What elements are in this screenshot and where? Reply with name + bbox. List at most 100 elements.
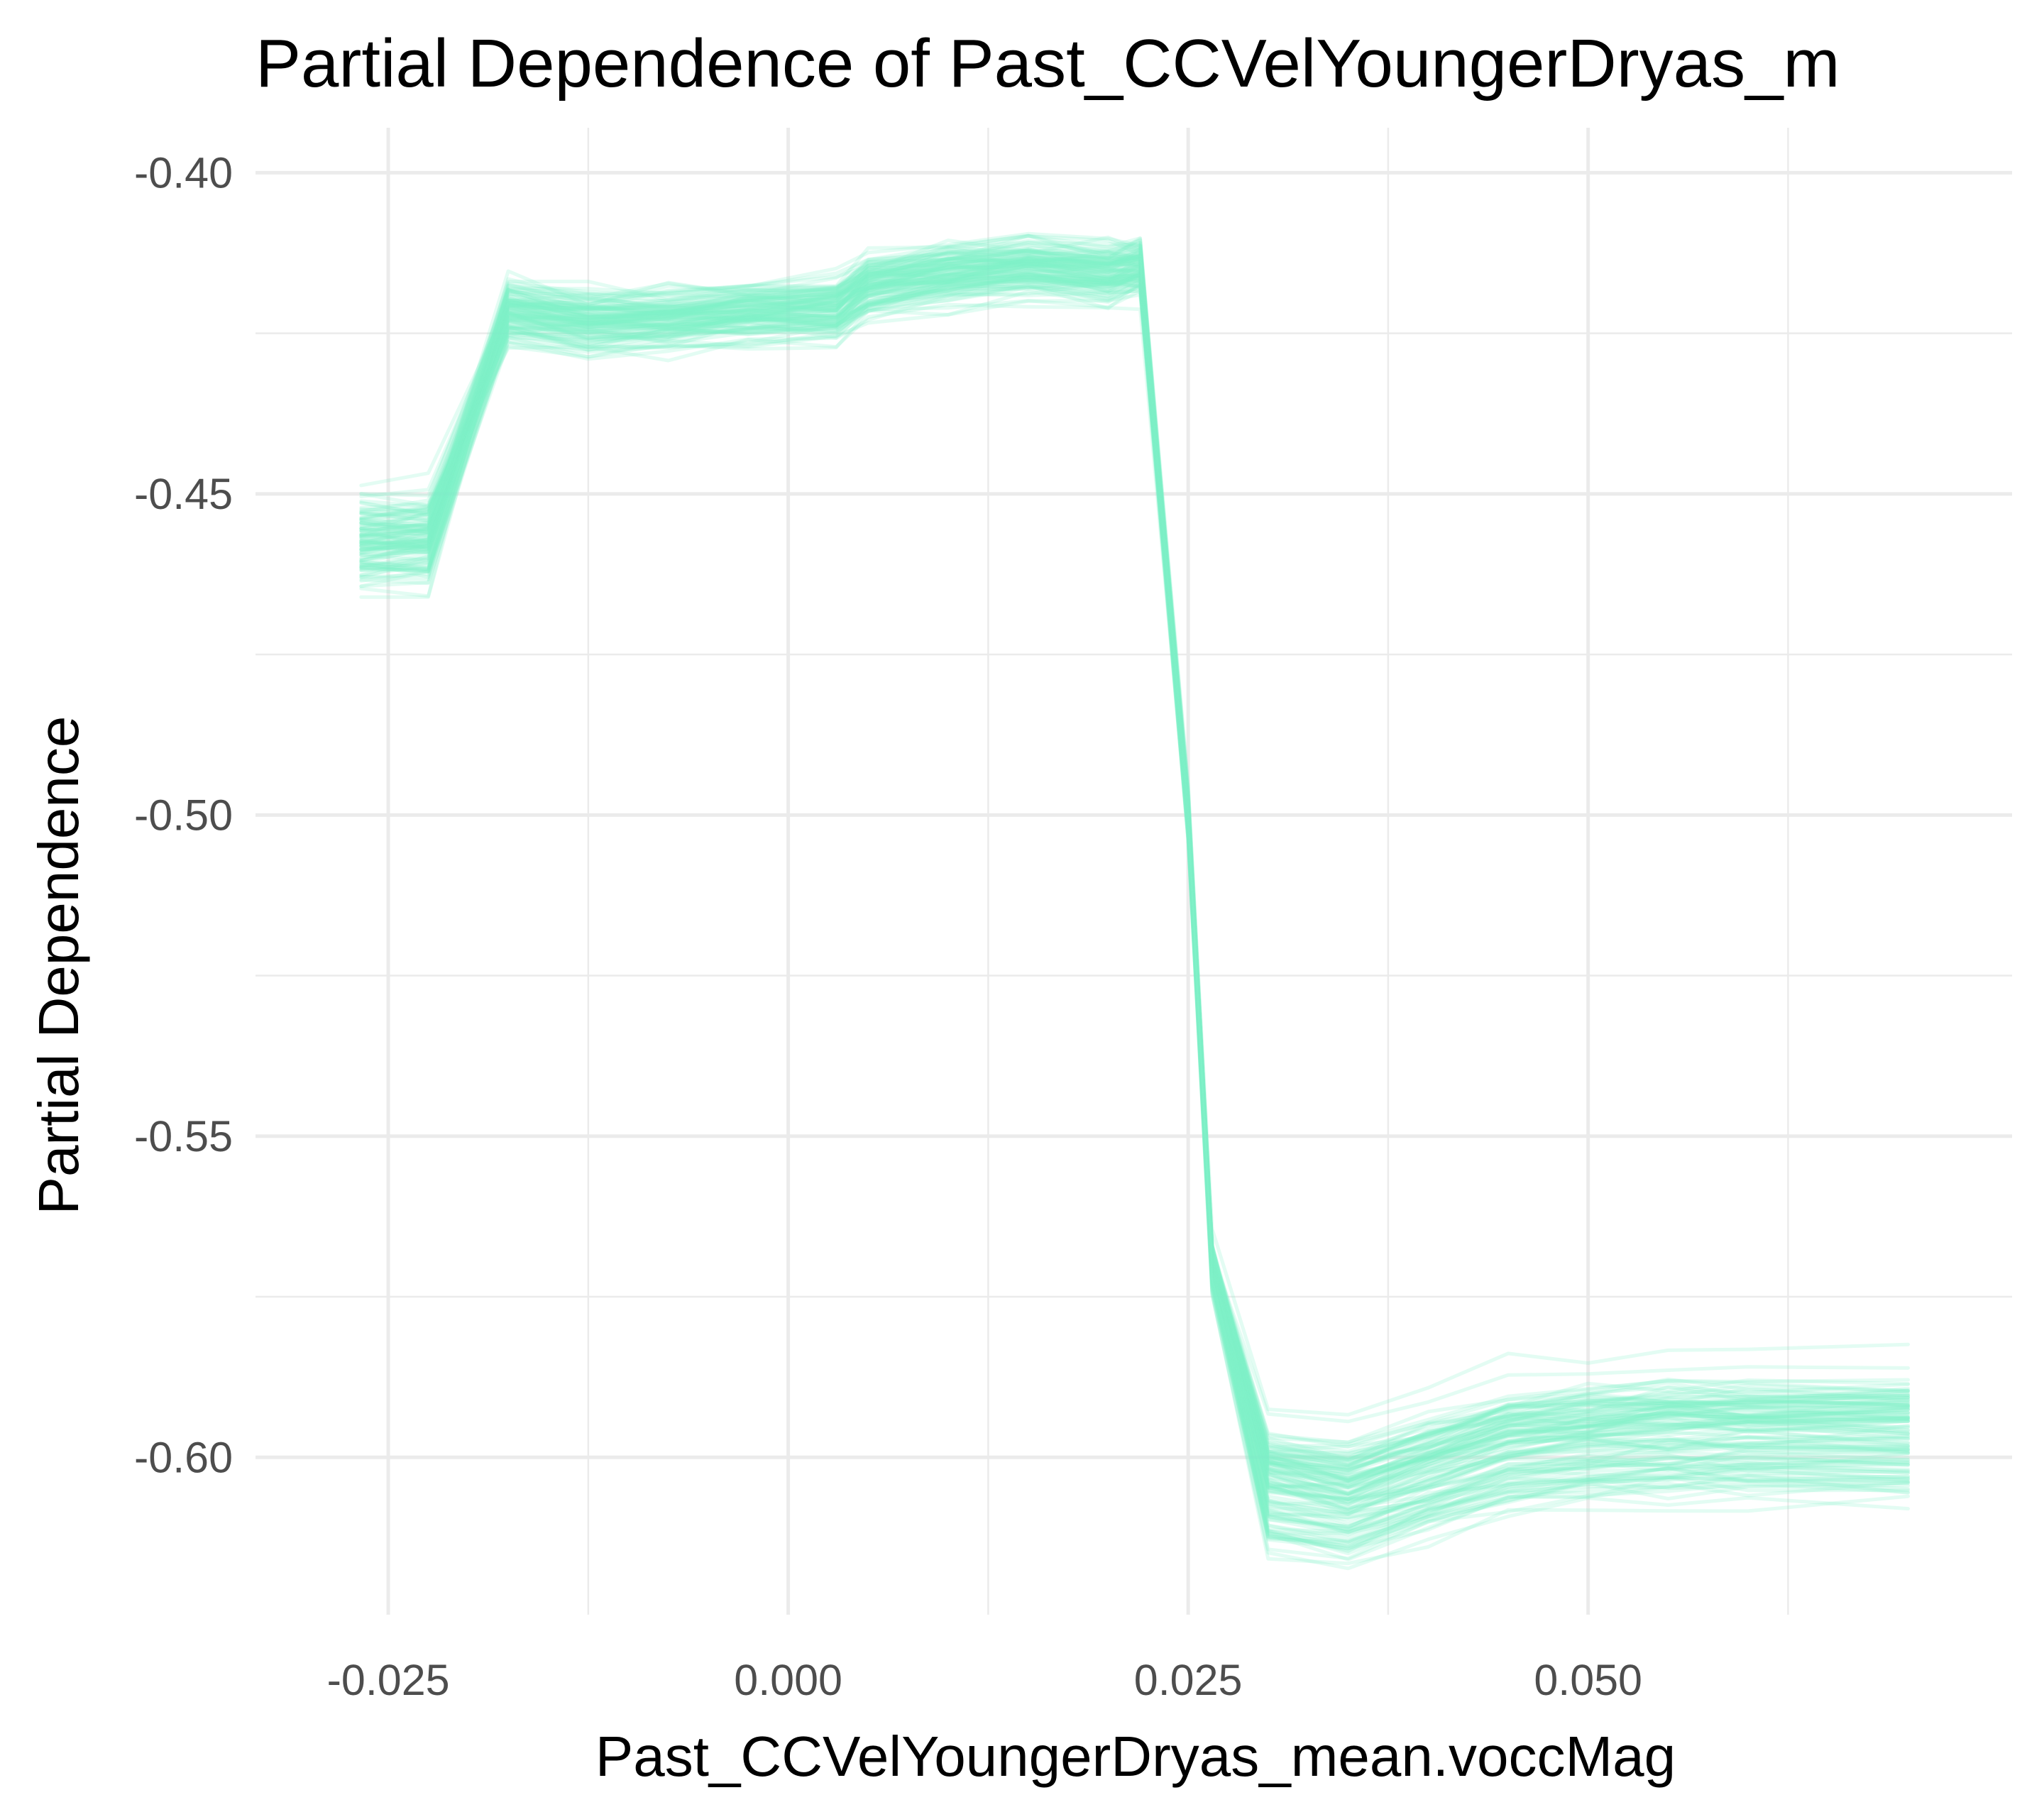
ice-curve [359,263,1910,1468]
y-tick-label: -0.60 [134,1433,233,1481]
ice-curve [359,263,1910,1481]
ice-curve [359,257,1910,1454]
ice-curve [359,264,1910,1483]
ice-curve [359,284,1910,1471]
ice-curve [359,258,1910,1571]
ice-curve [359,266,1910,1496]
ice-curve [359,268,1910,1480]
x-tick-label: 0.000 [734,1656,842,1704]
ice-curve [359,273,1910,1489]
ice-curve [359,248,1910,1417]
y-tick-label: -0.55 [134,1112,233,1160]
ice-curve [359,282,1910,1501]
y-tick-label: -0.50 [134,791,233,839]
ice-curve [359,253,1910,1528]
ice-curve [359,272,1910,1454]
ice-curve [359,263,1910,1474]
ice-curve [359,284,1910,1544]
ice-curve [359,256,1910,1489]
ice-curve [359,270,1910,1513]
ice-curve [359,273,1910,1488]
ice-curve [359,278,1910,1498]
x-axis-title: Past_CCVelYoungerDryas_mean.voccMag [595,1725,1676,1788]
ice-curve [359,248,1910,1501]
chart-title: Partial Dependence of Past_CCVelYoungerD… [256,26,1840,101]
ice-curves [359,231,1910,1571]
ice-curve [359,277,1910,1561]
ice-curve [359,262,1910,1467]
ice-curve [359,279,1910,1537]
ice-curve [359,260,1910,1460]
ice-curve [359,274,1910,1449]
ice-curve [359,268,1910,1501]
ice-curve [359,251,1910,1531]
ice-curve [359,249,1910,1483]
ice-curve [359,268,1910,1537]
ice-curve [359,302,1910,1539]
ice-curve [359,251,1910,1529]
x-axis-tick-labels: -0.025 0.000 0.025 0.050 [327,1656,1642,1704]
ice-curve [359,270,1910,1520]
x-tick-label: 0.025 [1134,1656,1243,1704]
ice-curve [359,263,1910,1550]
ice-curve [359,234,1910,1547]
ice-curve [359,275,1910,1476]
ice-curve [359,273,1910,1483]
ice-curve [359,274,1910,1510]
ice-curve [359,231,1910,1495]
ice-curve [359,280,1910,1544]
ice-curve [359,262,1910,1492]
ice-curve [359,254,1910,1507]
ice-curve [359,244,1910,1473]
ice-curve [359,247,1910,1502]
ice-curve [359,245,1910,1534]
ice-curve [359,266,1910,1468]
ice-curve [359,251,1910,1525]
ice-curve [359,254,1910,1472]
ice-curve [359,247,1910,1490]
ice-curve [359,283,1910,1490]
ice-curve [359,272,1910,1466]
ice-curve [359,254,1910,1501]
ice-curve [359,249,1910,1461]
ice-curve [359,255,1910,1530]
ice-curve [359,275,1910,1483]
ice-curve [359,269,1910,1522]
ice-curve [359,236,1910,1554]
ice-curve [359,235,1910,1461]
ice-curve [359,248,1910,1481]
ice-curve [359,251,1910,1472]
ice-curve [359,263,1910,1444]
ice-curve [359,260,1910,1459]
ice-curve [359,254,1910,1548]
ice-curve [359,238,1910,1517]
ice-curve [359,256,1910,1476]
ice-curve [359,258,1910,1516]
ice-curve [359,273,1910,1478]
ice-curve [359,259,1910,1556]
ice-curve [359,289,1910,1561]
ice-curve [359,282,1910,1456]
ice-curve [359,264,1910,1486]
ice-curve [359,236,1910,1455]
ice-curve [359,258,1910,1506]
ice-curve [359,270,1910,1472]
x-tick-label: 0.050 [1534,1656,1642,1704]
ice-curve [359,248,1910,1488]
ice-curve [359,272,1910,1543]
ice-curve [359,238,1910,1533]
ice-curve [359,234,1910,1488]
ice-curve [359,254,1910,1481]
ice-curve [359,253,1910,1511]
y-tick-label: -0.40 [134,148,233,197]
ice-curve [359,260,1910,1502]
ice-curve [359,254,1910,1469]
ice-curve [359,274,1910,1463]
ice-curve [359,280,1910,1506]
ice-curve [359,247,1910,1532]
y-axis-title: Partial Dependence [27,716,90,1215]
ice-curve [359,241,1910,1461]
y-tick-label: -0.45 [134,470,233,518]
ice-curve [359,238,1910,1535]
